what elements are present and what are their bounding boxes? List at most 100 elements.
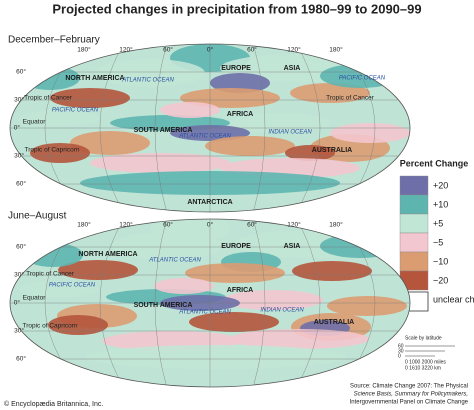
longitude-label: 60° bbox=[163, 221, 173, 229]
scale-lat: 30 bbox=[398, 348, 404, 354]
precip-area bbox=[205, 136, 295, 156]
map-label: Tropic of Capricorn bbox=[22, 323, 77, 330]
precip-area bbox=[290, 83, 370, 103]
legend-label: unclear change bbox=[433, 294, 474, 304]
credit: © Encyclopædia Britannica, Inc. bbox=[4, 400, 103, 408]
graticule bbox=[154, 44, 167, 212]
longitude-label: 120° bbox=[119, 46, 133, 54]
map-label: INDIAN OCEAN bbox=[268, 130, 312, 136]
map-label: NORTH AMERICA bbox=[78, 251, 137, 258]
precip-area bbox=[86, 345, 346, 369]
map-label: Equator bbox=[23, 295, 47, 302]
scale-miles: 0 1000 2000 miles bbox=[405, 359, 446, 365]
graticule bbox=[154, 219, 167, 387]
precip-area bbox=[160, 102, 220, 118]
graticule bbox=[253, 44, 266, 212]
precip-area bbox=[154, 278, 214, 294]
map-label: EUROPE bbox=[221, 65, 251, 72]
latitude-label: 0° bbox=[14, 124, 21, 132]
precip-area bbox=[189, 312, 279, 332]
precip-area bbox=[292, 261, 372, 281]
longitude-label: 120° bbox=[287, 46, 301, 54]
latitude-label: 30° bbox=[14, 271, 24, 279]
scale: Scale by latitude 60 30 0 0 1000 2000 mi… bbox=[398, 335, 455, 371]
longitude-label: 180° bbox=[329, 46, 343, 54]
precip-area bbox=[223, 290, 323, 310]
precip-area bbox=[30, 143, 90, 163]
longitude-label: 0° bbox=[207, 46, 214, 54]
map-label: INDIAN OCEAN bbox=[260, 308, 304, 314]
graticule bbox=[296, 44, 321, 212]
longitude-label: 60° bbox=[163, 46, 173, 54]
precip-area bbox=[20, 110, 100, 126]
longitude-label: 60° bbox=[247, 46, 257, 54]
scale-lat: 0 bbox=[398, 353, 401, 359]
map-label: AFRICA bbox=[227, 287, 253, 294]
longitude-label: 0° bbox=[207, 221, 214, 229]
source: Source: Climate Change 2007: The Physica… bbox=[350, 384, 468, 390]
map-label: ATLANTIC OCEAN bbox=[178, 310, 231, 316]
map-label: AUSTRALIA bbox=[314, 319, 354, 326]
longitude-label: 60° bbox=[247, 221, 257, 229]
latitude-label: 60° bbox=[16, 355, 26, 363]
season-label: June–August bbox=[8, 211, 67, 222]
latitude-label: 30° bbox=[14, 152, 24, 160]
latitude-label: 60° bbox=[16, 243, 26, 251]
precip-area bbox=[180, 88, 280, 108]
map-label: ATLANTIC OCEAN bbox=[121, 78, 174, 84]
map-label: EUROPE bbox=[221, 243, 251, 250]
title: Projected changes in precipitation from … bbox=[52, 1, 421, 16]
map-label: NORTH AMERICA bbox=[65, 75, 124, 82]
legend-swatch bbox=[399, 251, 429, 272]
map-label: SOUTH AMERICA bbox=[134, 127, 193, 134]
scale-title: Scale by latitude bbox=[405, 335, 442, 341]
precip-area bbox=[90, 153, 230, 173]
map-label: ATLANTIC OCEAN bbox=[178, 134, 231, 140]
map-label: AUSTRALIA bbox=[312, 147, 352, 154]
latitude-label: 0° bbox=[14, 299, 21, 307]
latitude-label: 30° bbox=[14, 96, 24, 104]
graticule bbox=[99, 44, 124, 212]
precip-area bbox=[330, 123, 410, 143]
legend-label: −5 bbox=[433, 237, 443, 247]
precip-area bbox=[19, 281, 99, 297]
scale-lat: 60 bbox=[398, 343, 404, 349]
source: Intergovernmental Panel on Climate Chang… bbox=[350, 400, 469, 406]
legend-label: −20 bbox=[433, 275, 448, 285]
legend-swatch bbox=[399, 232, 429, 253]
scale-km: 0 1610 3220 km bbox=[405, 365, 441, 371]
legend-swatch bbox=[399, 194, 429, 215]
map-label: SOUTH AMERICA bbox=[134, 302, 193, 309]
map-label: Equator bbox=[23, 119, 47, 126]
longitude-label: 120° bbox=[287, 221, 301, 229]
precip-area bbox=[70, 131, 150, 155]
map-label: Tropic of Cancer bbox=[24, 95, 73, 102]
source: Science Basis, Summary for Policymakers, bbox=[354, 392, 468, 398]
map-outline bbox=[9, 43, 411, 213]
map-outline bbox=[9, 218, 411, 388]
longitude-label: 180° bbox=[329, 221, 343, 229]
legend-title: Percent Change bbox=[400, 158, 469, 168]
map-label: ASIA bbox=[284, 65, 301, 72]
precip-area bbox=[48, 315, 108, 335]
map-label: PACIFIC OCEAN bbox=[339, 76, 386, 82]
graticule bbox=[296, 219, 321, 387]
longitude-label: 120° bbox=[119, 221, 133, 229]
precip-area bbox=[229, 329, 369, 349]
map-label: AFRICA bbox=[227, 111, 253, 118]
legend-label: +10 bbox=[433, 199, 448, 209]
map-label: ASIA bbox=[284, 243, 301, 250]
legend-label: +5 bbox=[433, 218, 443, 228]
latitude-label: 30° bbox=[14, 327, 24, 335]
latitude-label: 60° bbox=[16, 68, 26, 76]
legend-swatch bbox=[399, 213, 429, 234]
precip-area bbox=[50, 88, 130, 108]
longitude-label: 180° bbox=[77, 221, 91, 229]
legend-label: +20 bbox=[433, 180, 448, 190]
latitude-label: 60° bbox=[16, 180, 26, 188]
graticule bbox=[253, 219, 266, 387]
map-label: Tropic of Capricorn bbox=[24, 147, 79, 154]
precip-area bbox=[210, 73, 270, 93]
map bbox=[10, 44, 410, 212]
